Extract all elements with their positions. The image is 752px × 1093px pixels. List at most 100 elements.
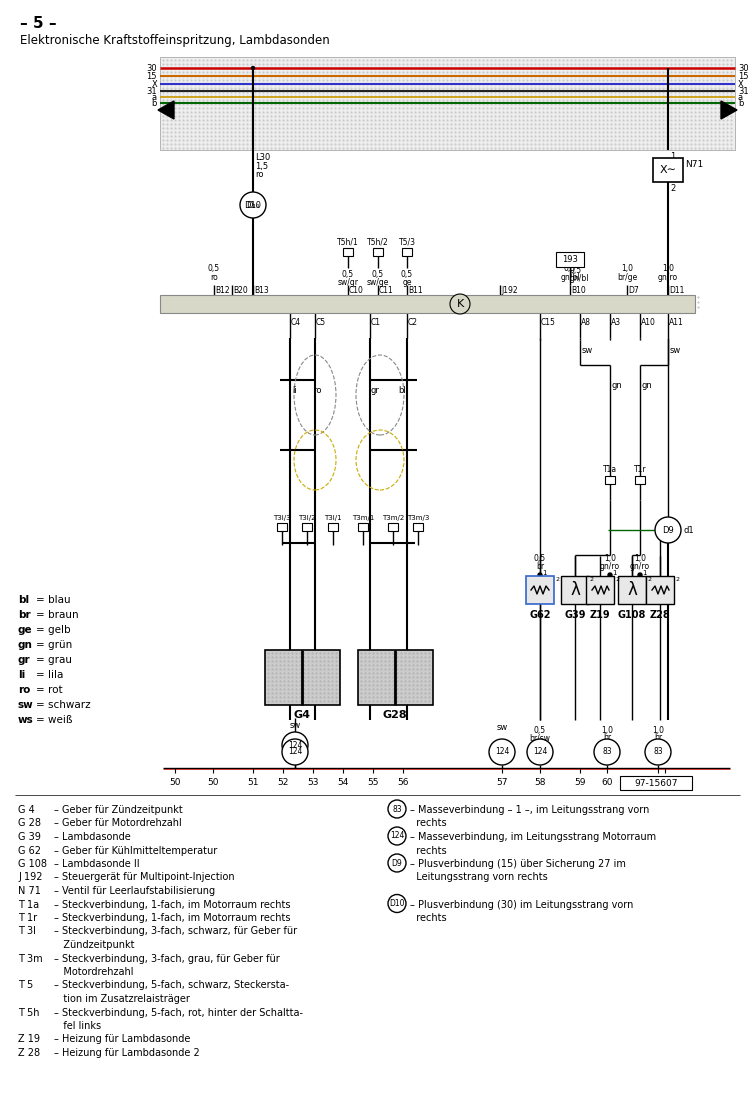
Text: 0,5: 0,5 — [534, 726, 546, 734]
Text: li: li — [293, 386, 297, 395]
Bar — [277, 522, 287, 531]
Bar — [586, 576, 614, 604]
Text: – Plusverbindung (30) im Leitungsstrang vorn: – Plusverbindung (30) im Leitungsstrang … — [410, 900, 633, 909]
Text: D9: D9 — [392, 858, 402, 868]
Text: – Steuergerät für Multipoint-Injection: – Steuergerät für Multipoint-Injection — [54, 872, 235, 882]
Text: T 1r: T 1r — [18, 913, 37, 922]
Text: T1r: T1r — [634, 465, 646, 474]
Text: – Plusverbindung (15) über Sicherung 27 im: – Plusverbindung (15) über Sicherung 27 … — [410, 859, 626, 869]
Text: 1,0: 1,0 — [604, 553, 616, 563]
Text: 51: 51 — [247, 778, 259, 787]
Text: N 71: N 71 — [18, 886, 41, 896]
Text: fel links: fel links — [54, 1021, 101, 1031]
Text: – Steckverbindung, 3-fach, schwarz, für Geber für: – Steckverbindung, 3-fach, schwarz, für … — [54, 927, 297, 937]
Text: T3m/3: T3m/3 — [407, 515, 429, 521]
Text: – Lambdasonde II: – Lambdasonde II — [54, 859, 140, 869]
Text: C10: C10 — [349, 285, 364, 294]
Text: 0,5: 0,5 — [564, 263, 576, 272]
Circle shape — [388, 894, 406, 913]
Circle shape — [655, 517, 681, 543]
Text: C5: C5 — [316, 318, 326, 327]
Text: 124: 124 — [288, 740, 302, 750]
Bar — [358, 650, 433, 705]
Text: Zündzeitpunkt: Zündzeitpunkt — [54, 940, 135, 950]
Text: 15: 15 — [147, 71, 157, 81]
Text: – Steckverbindung, 1-fach, im Motorraum rechts: – Steckverbindung, 1-fach, im Motorraum … — [54, 900, 290, 909]
Text: 55: 55 — [367, 778, 379, 787]
Text: D11: D11 — [669, 285, 684, 294]
Text: 2: 2 — [670, 184, 675, 193]
Circle shape — [666, 529, 669, 531]
Text: sw/gr: sw/gr — [338, 278, 359, 287]
Text: = rot: = rot — [36, 685, 62, 695]
Bar — [620, 776, 692, 790]
Text: 2: 2 — [615, 577, 619, 581]
Text: li: li — [18, 670, 26, 680]
Text: B12: B12 — [215, 285, 229, 294]
Text: 0,5: 0,5 — [372, 270, 384, 279]
Text: X: X — [151, 80, 157, 89]
Text: T 1a: T 1a — [18, 900, 39, 909]
Text: – Geber für Motordrehzahl: – Geber für Motordrehzahl — [54, 819, 182, 828]
Text: ge: ge — [402, 278, 412, 287]
Text: ro: ro — [210, 272, 218, 282]
Text: 0,5: 0,5 — [534, 553, 546, 563]
Text: br: br — [603, 733, 611, 742]
Bar — [653, 158, 683, 183]
Text: 30: 30 — [738, 63, 749, 72]
Text: C2: C2 — [408, 318, 418, 327]
Text: 83: 83 — [653, 748, 663, 756]
Text: 57: 57 — [496, 778, 508, 787]
Text: Elektronische Kraftstoffeinspritzung, Lambdasonden: Elektronische Kraftstoffeinspritzung, La… — [20, 34, 329, 47]
Text: T 3l: T 3l — [18, 927, 36, 937]
Text: gr: gr — [18, 655, 31, 665]
Text: gn/bl: gn/bl — [560, 272, 580, 282]
Text: 2: 2 — [675, 577, 679, 581]
Text: G 28: G 28 — [18, 819, 41, 828]
Text: – Masseverbindung – 1 –, im Leitungsstrang vorn: – Masseverbindung – 1 –, im Leitungsstra… — [410, 806, 650, 815]
Text: – Steckverbindung, 5-fach, schwarz, Steckersta-: – Steckverbindung, 5-fach, schwarz, Stec… — [54, 980, 289, 990]
Circle shape — [282, 739, 308, 765]
Text: 1,0: 1,0 — [634, 553, 646, 563]
Circle shape — [388, 800, 406, 818]
Text: b: b — [738, 98, 744, 107]
Text: 124: 124 — [533, 748, 547, 756]
Text: 124: 124 — [390, 832, 404, 841]
Text: bl: bl — [18, 595, 29, 606]
Text: = grün: = grün — [36, 640, 72, 650]
Text: X∼: X∼ — [660, 165, 677, 175]
Bar — [160, 295, 695, 313]
Text: λ: λ — [570, 581, 580, 599]
Bar — [343, 248, 353, 256]
Bar — [388, 522, 398, 531]
Text: b: b — [152, 98, 157, 107]
Text: T5/3: T5/3 — [399, 237, 416, 246]
Text: ro: ro — [313, 386, 321, 395]
Text: 0,5: 0,5 — [570, 266, 582, 274]
Text: 1: 1 — [612, 571, 617, 576]
Text: 97-15607: 97-15607 — [634, 778, 678, 787]
Circle shape — [489, 739, 515, 765]
Text: C15: C15 — [541, 318, 556, 327]
Text: T3l/1: T3l/1 — [324, 515, 342, 521]
Text: d1: d1 — [684, 526, 695, 534]
Text: G4: G4 — [293, 710, 311, 720]
Bar — [160, 57, 735, 150]
Text: br/ge: br/ge — [617, 272, 637, 282]
Text: bl: bl — [398, 386, 406, 395]
Circle shape — [450, 294, 470, 314]
Text: a: a — [152, 93, 157, 102]
Bar — [358, 522, 368, 531]
Text: 1,0: 1,0 — [652, 726, 664, 734]
Bar — [402, 248, 412, 256]
Text: D9: D9 — [662, 526, 674, 534]
Polygon shape — [158, 101, 174, 119]
Text: Z19: Z19 — [590, 610, 611, 620]
Circle shape — [282, 732, 308, 759]
Text: 56: 56 — [397, 778, 409, 787]
Text: rechts: rechts — [410, 913, 447, 922]
Text: rechts: rechts — [410, 819, 447, 828]
Text: = gelb: = gelb — [36, 625, 71, 635]
Text: G108: G108 — [618, 610, 646, 620]
Bar — [605, 475, 615, 484]
